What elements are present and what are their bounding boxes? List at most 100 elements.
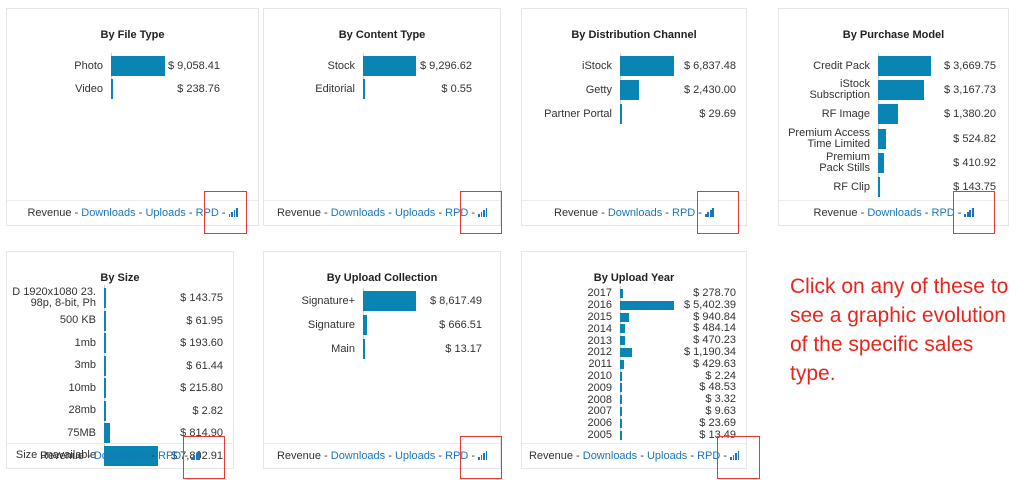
footer-link-uploads[interactable]: Uploads (394, 207, 436, 219)
bar[interactable] (620, 56, 674, 76)
bar[interactable] (363, 315, 368, 335)
bar[interactable] (620, 395, 622, 405)
bar[interactable] (620, 104, 622, 124)
bar[interactable] (363, 291, 416, 311)
footer-link-rpd[interactable]: RPD (195, 207, 219, 219)
category-label-text: Main (331, 342, 355, 355)
bar[interactable] (104, 423, 110, 443)
category-label: 2007 (524, 406, 612, 418)
category-label-text: Photo (74, 59, 103, 72)
bar[interactable] (104, 378, 106, 398)
bar[interactable] (111, 56, 165, 76)
category-label-text: 2006 (587, 417, 612, 430)
category-label: 10mb (9, 375, 96, 401)
bar[interactable] (620, 348, 632, 357)
bar[interactable] (363, 339, 365, 359)
bar-chart-icon[interactable] (190, 451, 201, 460)
bar[interactable] (620, 371, 622, 381)
bar[interactable] (620, 359, 625, 369)
footer-metric-revenue[interactable]: Revenue - (40, 450, 94, 462)
footer-separator: - (687, 450, 698, 462)
bar-chart-icon[interactable] (704, 208, 715, 217)
bar-chart-icon[interactable] (964, 208, 974, 217)
bar[interactable] (620, 430, 622, 440)
footer-metric-revenue[interactable]: Revenue - (276, 450, 331, 462)
bar-chart-icon[interactable] (228, 208, 238, 217)
value-label: $ 278.70 (693, 287, 736, 299)
category-label-text: Stock (327, 59, 355, 72)
footer-link-downloads[interactable]: Downloads (81, 207, 136, 219)
bar[interactable] (878, 177, 881, 197)
category-label: 2006 (524, 418, 612, 430)
panel-by-upload-collection: By Upload Collection Signature+ $ 8,617.49… (263, 251, 501, 469)
footer-metric-revenue[interactable]: Revenue - (813, 207, 868, 219)
panel-footer: Revenue - Downloads - Uploads - RPD - (264, 200, 500, 225)
footer-link-downloads[interactable]: Downloads (330, 207, 386, 219)
footer-separator: - (218, 207, 226, 219)
bar[interactable] (620, 418, 622, 428)
bar[interactable] (104, 355, 106, 376)
value-label: $ 2.24 (705, 369, 736, 382)
value-label: $ 2,430.00 (684, 84, 736, 96)
bar[interactable] (620, 407, 622, 416)
footer-metric-revenue[interactable]: Revenue - (276, 207, 331, 219)
bar[interactable] (104, 333, 106, 353)
bar[interactable] (878, 152, 884, 173)
category-label: Credit Pack (781, 53, 870, 79)
bar[interactable] (363, 56, 416, 76)
footer-link-uploads[interactable]: Uploads (145, 207, 186, 219)
bar[interactable] (363, 79, 365, 99)
value-label: $ 1,380.20 (944, 108, 996, 121)
bar[interactable] (620, 289, 623, 298)
footer-link-rpd[interactable]: RPD (445, 207, 469, 219)
footer-metric-revenue[interactable]: Revenue - (554, 207, 608, 219)
footer-metric-revenue[interactable]: Revenue - (528, 450, 583, 462)
footer-link-rpd[interactable]: RPD (445, 450, 469, 462)
bar[interactable] (620, 300, 674, 310)
highlight-box (717, 436, 760, 479)
footer-link-downloads[interactable]: Downloads (867, 207, 922, 219)
bar[interactable] (878, 80, 924, 101)
category-label: 2013 (524, 335, 612, 347)
value-label: $ 1,190.34 (684, 346, 736, 358)
bar-chart-icon[interactable] (478, 451, 488, 460)
category-label-text: 2013 (587, 335, 612, 347)
bar[interactable] (878, 128, 886, 149)
bar[interactable] (104, 310, 106, 331)
footer-link-rpd[interactable]: RPD (931, 207, 955, 219)
bar[interactable] (104, 288, 106, 308)
value-label: $ 9.63 (705, 405, 736, 417)
category-label-text: Video (75, 82, 103, 95)
footer-link-downloads[interactable]: Downloads (330, 450, 386, 462)
bar[interactable] (620, 80, 640, 100)
bar-chart-icon[interactable] (730, 451, 740, 460)
bar[interactable] (111, 79, 113, 99)
bar[interactable] (104, 445, 158, 466)
value-label: $ 23.69 (699, 416, 736, 429)
value-label: $ 2.82 (192, 404, 223, 417)
bar[interactable] (878, 56, 931, 76)
bar[interactable] (620, 383, 622, 393)
bar[interactable] (620, 324, 625, 334)
bar[interactable] (620, 312, 630, 322)
bar-chart-icon[interactable] (478, 208, 488, 217)
bar[interactable] (104, 400, 106, 421)
value-label: $ 13.49 (699, 428, 736, 441)
bar[interactable] (878, 104, 898, 125)
category-label-text: 2009 (587, 382, 612, 394)
footer-metric-revenue[interactable]: Revenue - (27, 207, 82, 219)
footer-link-downloads[interactable]: Downloads (93, 450, 149, 462)
bar[interactable] (620, 336, 625, 346)
footer-link-rpd[interactable]: RPD (697, 450, 721, 462)
footer-link-downloads[interactable]: Downloads (607, 207, 663, 219)
category-label-text: 10mb (68, 381, 96, 394)
footer-link-downloads[interactable]: Downloads (582, 450, 638, 462)
footer-separator: - (148, 450, 159, 462)
category-label-text: iStock Subscription (809, 78, 870, 102)
highlight-box (697, 191, 739, 234)
footer-link-rpd[interactable]: RPD (158, 450, 182, 462)
footer-link-uploads[interactable]: Uploads (394, 450, 436, 462)
value-label: $ 940.84 (693, 310, 736, 323)
footer-link-uploads[interactable]: Uploads (646, 450, 688, 462)
footer-link-rpd[interactable]: RPD (672, 207, 696, 219)
